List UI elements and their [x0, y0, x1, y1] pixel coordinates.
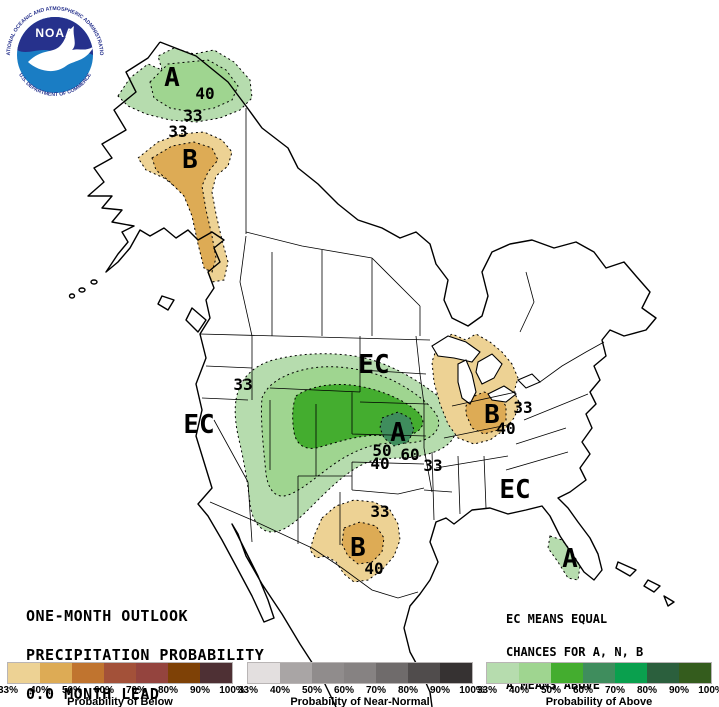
map-label-central-40: 40: [370, 454, 389, 473]
region-florida-above-33: [547, 535, 581, 581]
map-label-ec-southeast: EC: [499, 475, 530, 505]
colorbar-tick: 50%: [301, 685, 322, 696]
colorbar-above-segments: [486, 662, 712, 684]
colorbar-segment: [487, 663, 519, 683]
region-central-above-60: [379, 411, 415, 447]
map-label-texas-33: 33: [370, 502, 389, 521]
colorbar-segment: [519, 663, 551, 683]
colorbar-segment: [104, 663, 136, 683]
colorbar-segment: [615, 663, 647, 683]
colorbar-tick: 40%: [269, 685, 290, 696]
colorbar-tick: 70%: [125, 685, 146, 696]
colorbar-segment: [168, 663, 200, 683]
map-label-florida-a: A: [562, 544, 578, 574]
colorbar-segment: [647, 663, 679, 683]
probability-regions: [117, 47, 581, 583]
colorbar-tick: 50%: [540, 685, 561, 696]
colorbar-tick: 100%: [459, 685, 485, 696]
map-label-ec-west: EC: [183, 410, 214, 440]
colorbar-above-caption: Probability of Above: [545, 696, 653, 707]
title-line-1: ONE-MONTH OUTLOOK: [26, 607, 189, 625]
title-line-3: 0.0 MONTH LEAD: [26, 685, 160, 703]
colorbar-tick: 80%: [397, 685, 418, 696]
map-label-ec-northern-plains: EC: [358, 350, 389, 380]
colorbar-segment: [408, 663, 440, 683]
map-label-central-33-se: 33: [423, 456, 442, 475]
colorbar-tick: 60%: [333, 685, 354, 696]
note-line-2: CHANCES FOR A, N, B: [506, 645, 644, 659]
map-label-alaska-a: A: [164, 63, 180, 93]
colorbar-below: Probability of Below 33% 40% 50% 60% 70% 80% 9…: [0, 662, 245, 707]
state-borders: [199, 108, 605, 599]
colorbar-tick: 60%: [572, 685, 593, 696]
region-alaska-below-40: [151, 141, 219, 273]
map-label-alaska-33-below: 33: [168, 122, 187, 141]
coastlines: [68, 0, 719, 707]
colorbar-tick: 40%: [29, 685, 50, 696]
colorbar-near-normal-segments: [247, 662, 473, 684]
colorbar-tick: 100%: [219, 685, 245, 696]
map-label-central-33-nw: 33: [233, 375, 252, 394]
colorbar-segment: [312, 663, 344, 683]
colorbar-near-normal: Probability of Near-Normal 33% 40% 50% 60% 7…: [238, 662, 485, 707]
colorbar-segment: [583, 663, 615, 683]
map-label-alaska-b: B: [182, 145, 198, 175]
colorbar-below-caption: Probability of Below: [67, 696, 173, 707]
colorbar-segment: [440, 663, 472, 683]
map-label-greatlakes-b: B: [484, 400, 500, 430]
map-label-texas-b: B: [350, 533, 366, 563]
colorbar-segment: [40, 663, 72, 683]
colorbar-tick: 90%: [189, 685, 210, 696]
colorbar-segment: [344, 663, 376, 683]
colorbar-tick: 80%: [636, 685, 657, 696]
map-label-alaska-33-above: 33: [183, 106, 202, 125]
colorbar-tick: 80%: [157, 685, 178, 696]
map-label-greatlakes-40: 40: [496, 419, 515, 438]
region-greatlakes-below-40: [465, 391, 507, 435]
colorbar-tick: 60%: [93, 685, 114, 696]
map-label-central-a: A: [390, 418, 406, 448]
colorbar-segment: [679, 663, 711, 683]
colorbar-segment: [280, 663, 312, 683]
colorbar-segment: [551, 663, 583, 683]
note-line-1: EC MEANS EQUAL: [506, 612, 608, 626]
map-label-central-50: 50: [372, 441, 391, 460]
title-block: ONE-MONTH OUTLOOK PRECIPITATION PROBABIL…: [26, 584, 264, 707]
title-line-2: PRECIPITATION PROBABILITY: [26, 646, 265, 664]
colorbar-segment: [72, 663, 104, 683]
colorbar-tick: 90%: [429, 685, 450, 696]
colorbar-tick: 33%: [0, 685, 18, 696]
colorbar-segment: [8, 663, 40, 683]
colorbar-segment: [376, 663, 408, 683]
noaa-logo: NOAA NATIONAL OCEANIC AND ATMOSPHERIC AD…: [0, 0, 108, 108]
noaa-emblem: [17, 17, 93, 93]
colorbar-tick: 90%: [668, 685, 689, 696]
map-label-central-60: 60: [400, 445, 419, 464]
colorbar-tick: 50%: [61, 685, 82, 696]
region-texas-below-40: [341, 521, 385, 565]
colorbar-tick: 70%: [604, 685, 625, 696]
map-label-alaska-40: 40: [195, 84, 214, 103]
colorbar-segment: [200, 663, 232, 683]
colorbar-segment: [136, 663, 168, 683]
map-label-texas-40: 40: [364, 559, 383, 578]
colorbar-segment: [248, 663, 280, 683]
colorbar-near-normal-caption: Probability of Near-Normal: [290, 696, 430, 707]
colorbar-above: Probability of Above 33% 40% 50% 60% 70% 80% 9…: [477, 662, 719, 707]
noaa-wordmark: NOAA: [35, 26, 74, 40]
colorbar-tick: 40%: [508, 685, 529, 696]
colorbar-tick: 33%: [476, 685, 497, 696]
map-label-greatlakes-33: 33: [513, 398, 532, 417]
colorbar-below-segments: [7, 662, 233, 684]
colorbar-tick: 70%: [365, 685, 386, 696]
colorbar-tick: 100%: [698, 685, 719, 696]
colorbar-tick: 33%: [237, 685, 258, 696]
